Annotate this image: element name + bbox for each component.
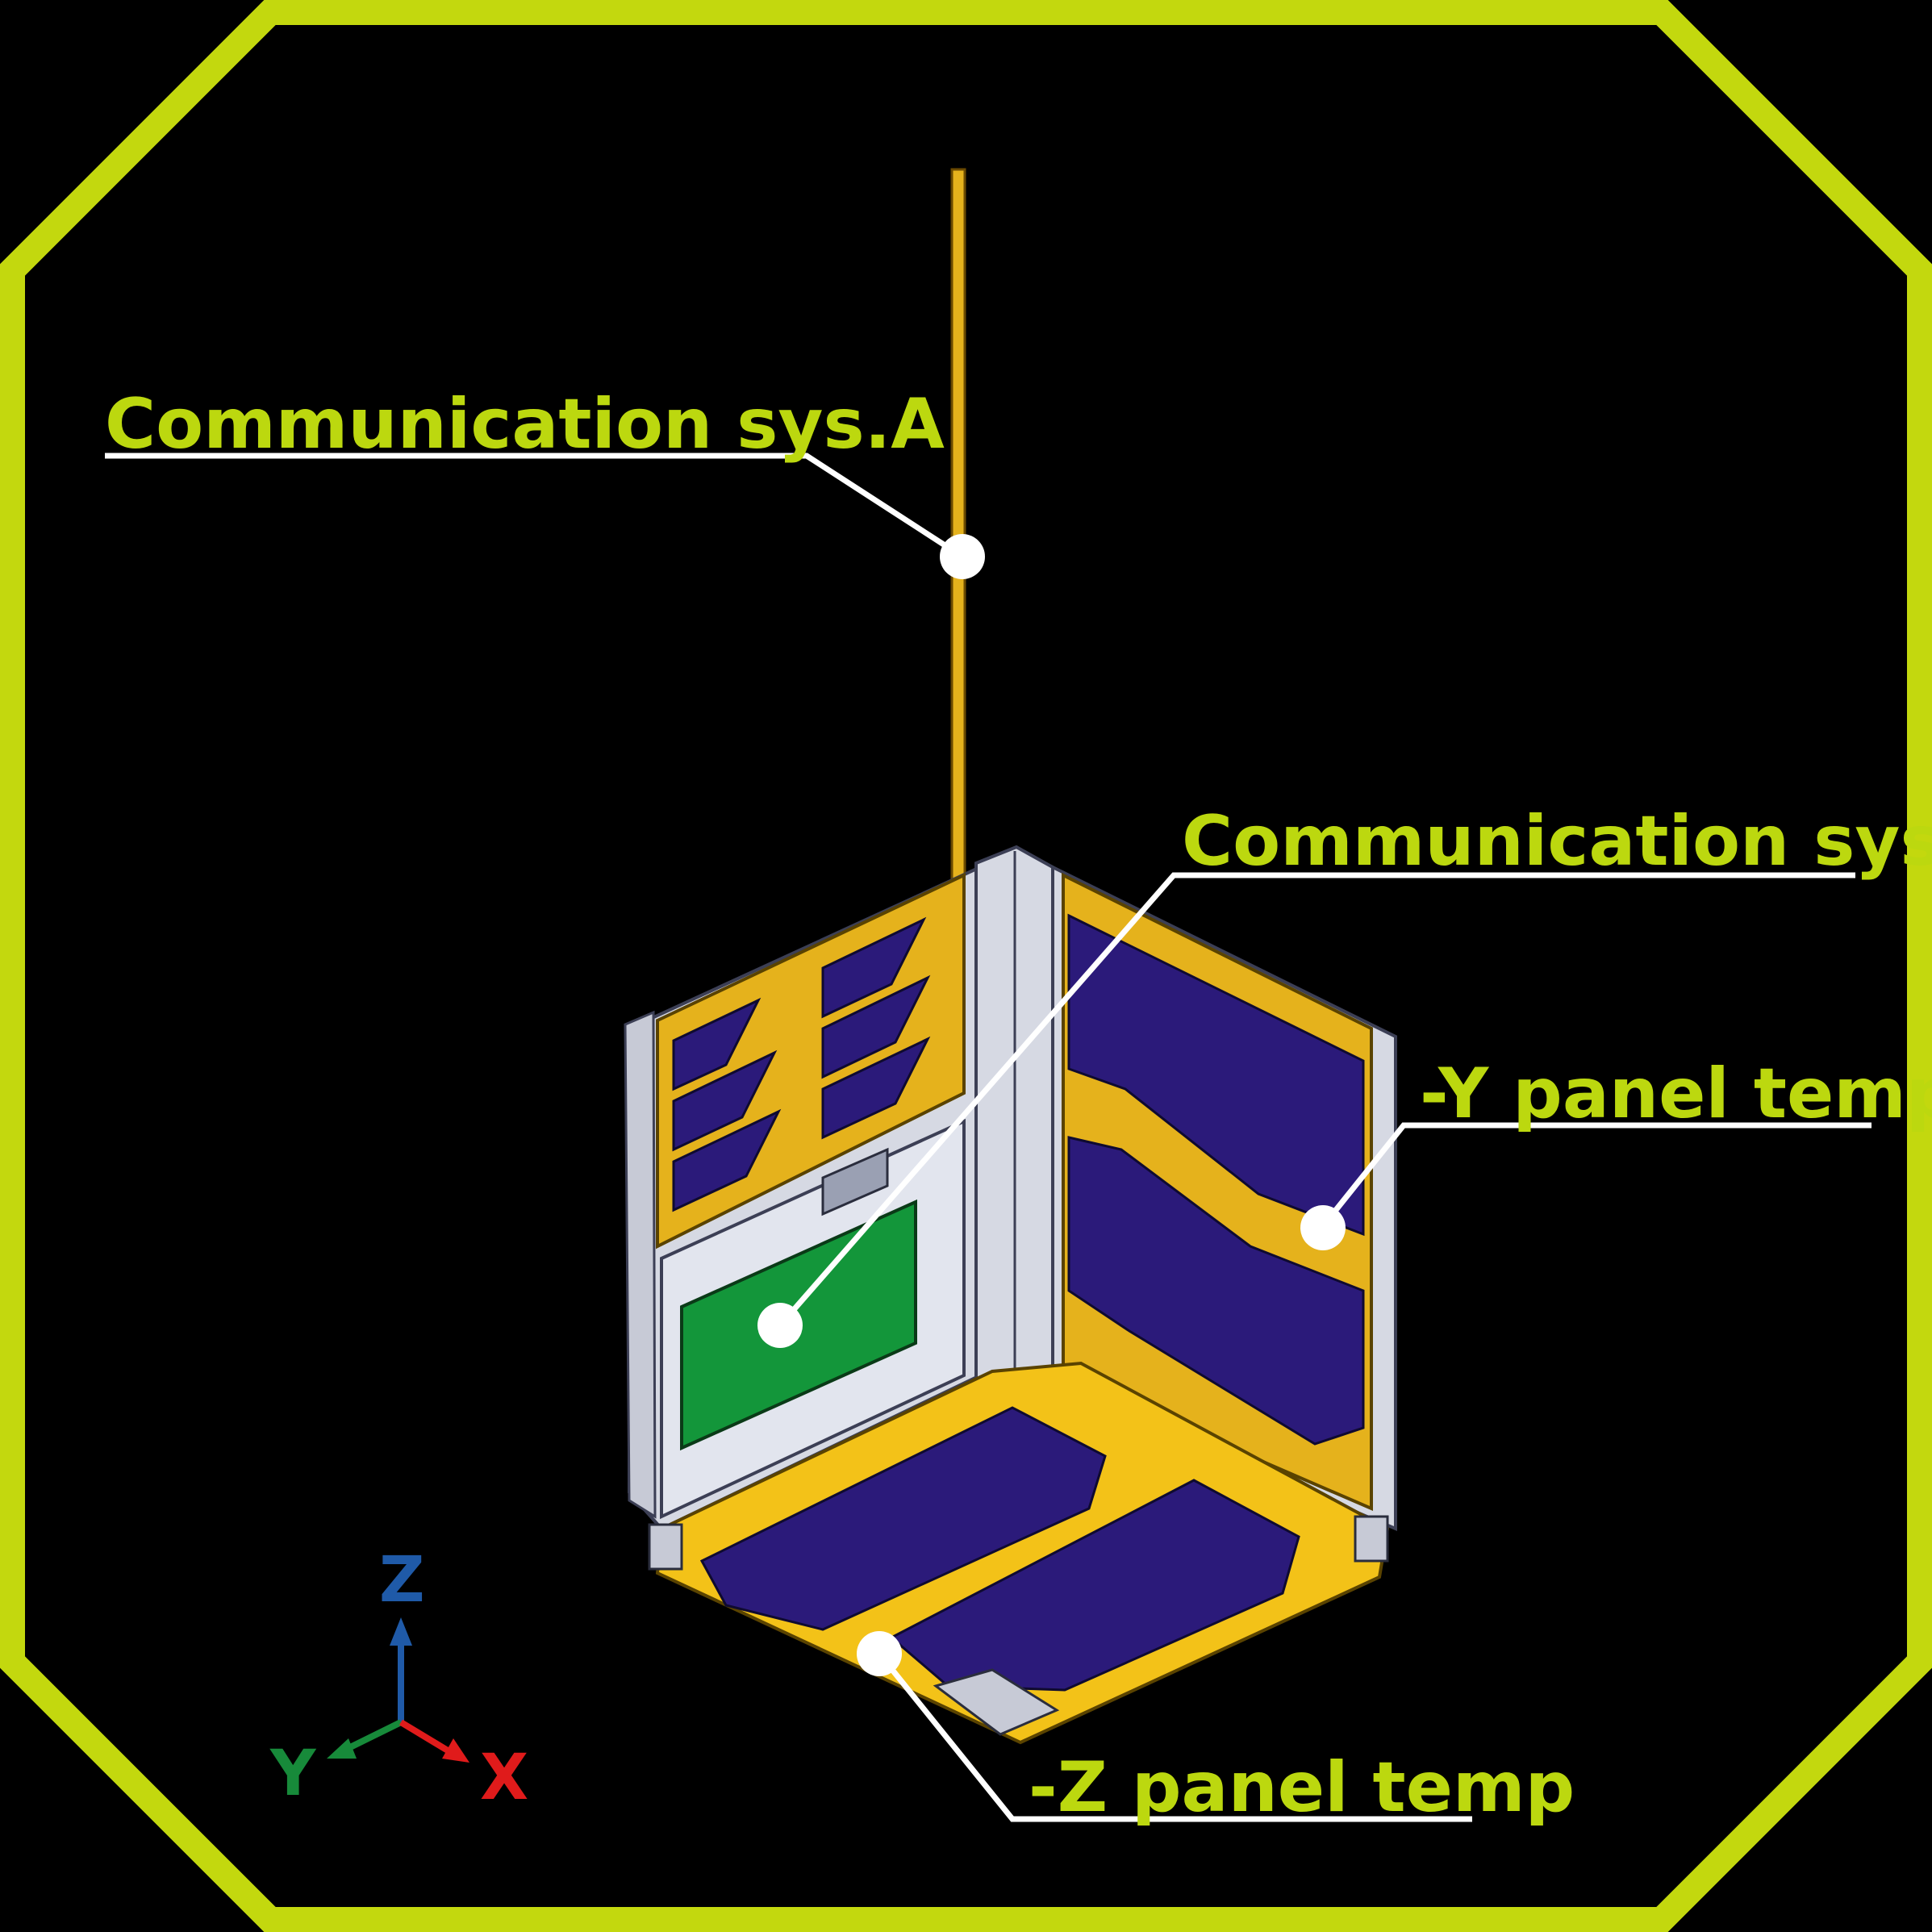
leader-markers	[757, 534, 1346, 1676]
solar-cell	[821, 1036, 931, 1140]
solar-cell	[821, 974, 931, 1079]
corner-fitting	[1354, 1515, 1389, 1563]
antenna	[950, 168, 966, 881]
left-solar-cells	[672, 916, 931, 1212]
marker-y-panel	[1300, 1205, 1346, 1250]
left-rail	[624, 1010, 657, 1519]
label-z-panel: -Z panel temp	[1029, 1747, 1575, 1828]
axis-x-line	[399, 1719, 450, 1754]
solar-cell	[672, 997, 762, 1091]
marker-comm-b	[757, 1303, 803, 1348]
right-solar-cells	[1067, 913, 1365, 1446]
marker-comm-a	[940, 534, 985, 579]
axis-triad: Z Y X	[269, 1544, 528, 1814]
solar-cell	[672, 1049, 778, 1152]
solar-cell	[1067, 913, 1365, 1237]
label-comm-b: Communication sys.B	[1182, 801, 1932, 882]
leader-lines	[105, 453, 1871, 1822]
axis-y-arrowhead	[327, 1738, 357, 1759]
corner-fitting	[648, 1523, 683, 1571]
label-y-panel: -Y panel temp	[1420, 1054, 1932, 1134]
axis-x-arrowhead	[442, 1738, 469, 1763]
leader-z-panel	[877, 1651, 1472, 1822]
axis-z-arrowhead	[390, 1617, 412, 1646]
label-comm-a: Communication sys.A	[105, 384, 945, 465]
solar-cell	[699, 1406, 1107, 1631]
leader-comm-a	[105, 453, 964, 559]
axis-y-line	[345, 1719, 403, 1752]
leader-comm-b	[778, 872, 1855, 1328]
leader-y-panel	[1321, 1122, 1871, 1229]
marker-z-panel	[857, 1631, 902, 1676]
connector-block	[821, 1147, 889, 1216]
axis-z-label: Z	[379, 1544, 425, 1617]
solar-cell	[821, 916, 927, 1019]
bottom-bracket	[933, 1668, 1060, 1736]
bottom-solar-cells	[699, 1406, 1300, 1692]
cubesat-body	[624, 845, 1397, 1745]
solar-cell	[1067, 1136, 1365, 1446]
solar-cell	[672, 1108, 782, 1212]
axis-x-label: X	[480, 1742, 528, 1814]
axis-y-label: Y	[269, 1738, 317, 1810]
